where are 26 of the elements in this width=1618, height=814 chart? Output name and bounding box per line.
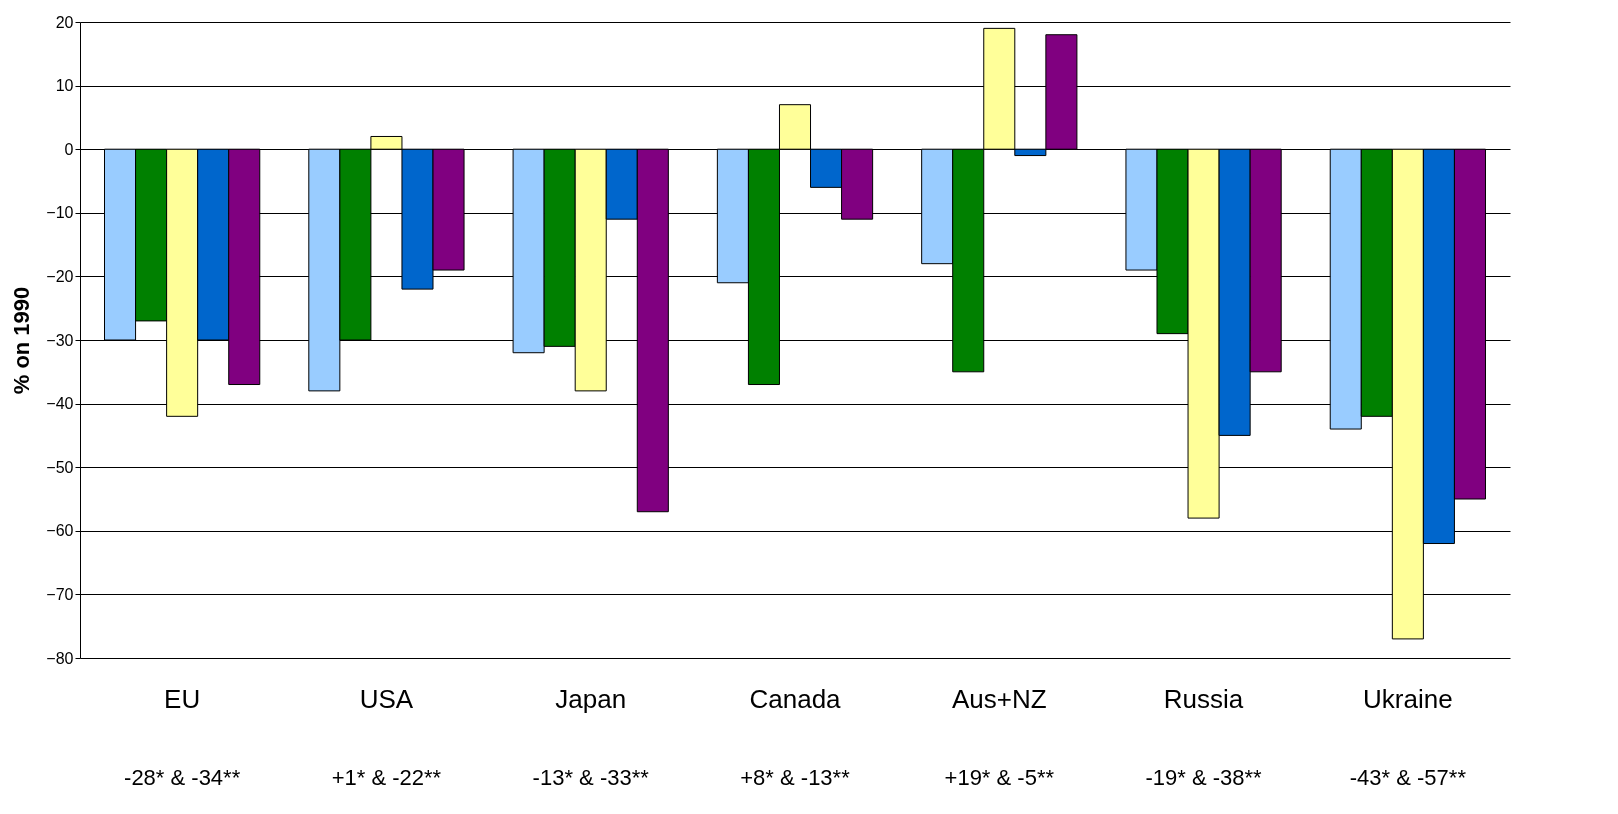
x-tick-label: USA xyxy=(359,683,414,714)
y-tick-label: −10 xyxy=(46,204,74,222)
y-tick-label: −50 xyxy=(46,458,74,476)
text: -13* & -33** xyxy=(532,765,650,790)
x-tick-label: Aus+NZ xyxy=(951,683,1047,714)
y-axis-title: % on 1990 xyxy=(9,286,35,395)
x-tick-label: Canada xyxy=(749,683,842,714)
x-tick-label: Japan xyxy=(555,683,627,714)
x-tick-label: Russia xyxy=(1163,683,1244,714)
y-tick-label: 10 xyxy=(55,77,74,95)
y-tick-label: −80 xyxy=(46,649,74,667)
text: -19* & -38** xyxy=(1145,765,1263,790)
x-tick-label: EU xyxy=(164,683,201,714)
y-tick-label: 0 xyxy=(64,140,74,158)
text: +19* & -5** xyxy=(944,765,1055,790)
text: -43* & -57** xyxy=(1349,765,1467,790)
y-tick-label: 20 xyxy=(55,13,74,31)
text: +1* & -22** xyxy=(331,765,442,790)
y-tick-label: −20 xyxy=(46,267,74,285)
y-tick-label: −40 xyxy=(46,395,74,413)
y-tick-label: −60 xyxy=(46,522,74,540)
text: -28* & -34** xyxy=(124,765,241,790)
text: +8* & -13** xyxy=(740,765,851,790)
y-tick-label: −70 xyxy=(46,585,74,603)
x-tick-label: Ukraine xyxy=(1363,683,1453,714)
y-tick-label: −30 xyxy=(46,331,74,349)
